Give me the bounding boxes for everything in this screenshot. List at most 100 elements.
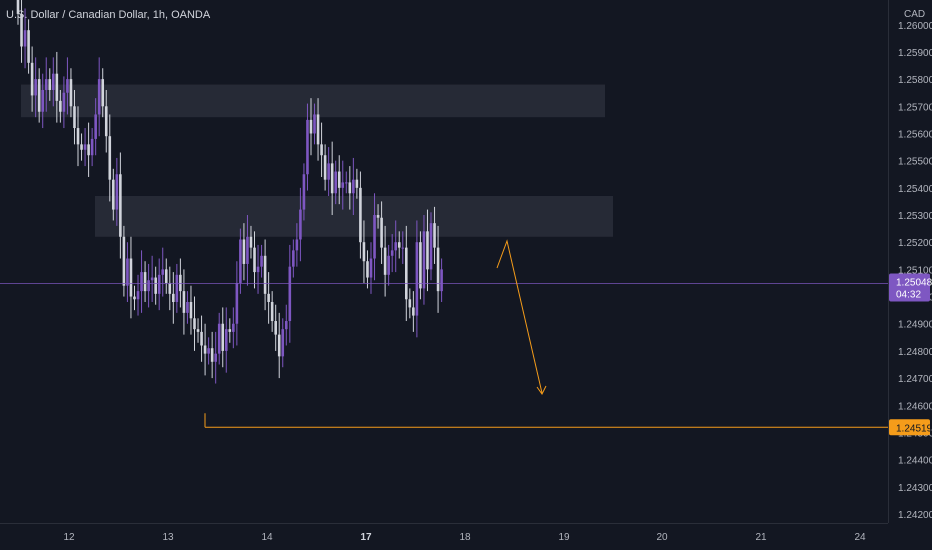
candle-body — [97, 79, 101, 115]
candle-body — [313, 114, 316, 134]
candle-body — [48, 79, 52, 90]
candle-body — [394, 242, 398, 251]
candle-body — [129, 258, 133, 297]
candle-body — [274, 321, 277, 335]
price-axis[interactable]: 1.242001.243001.244001.245001.246001.247… — [888, 0, 932, 550]
candle-body — [390, 250, 394, 256]
candle-body — [348, 182, 352, 194]
candle-body — [270, 301, 274, 322]
chart-title: U.S. Dollar / Canadian Dollar, 1h, OANDA — [6, 9, 211, 21]
candle-body — [352, 179, 355, 194]
candle-body — [30, 62, 34, 96]
candle-body — [309, 119, 313, 134]
candle-body — [182, 291, 186, 313]
candle-body — [168, 282, 172, 294]
candle-body — [320, 144, 323, 156]
projection-path — [496, 239, 543, 394]
price-tick-label: 1.24800 — [898, 347, 932, 358]
price-tick-label: 1.24600 — [898, 401, 932, 412]
candle-body — [344, 182, 348, 184]
candle-body — [316, 114, 320, 145]
candle-body — [249, 236, 253, 248]
candle-body — [62, 92, 66, 112]
candle-body — [295, 239, 299, 251]
candle-body — [196, 329, 200, 332]
candle-body — [281, 329, 285, 357]
candle-body — [147, 280, 150, 292]
candle-body — [302, 174, 306, 210]
price-tick-label: 1.25800 — [898, 75, 932, 86]
candle-body — [330, 163, 334, 194]
candle-body — [73, 106, 76, 129]
candle-body — [101, 79, 105, 107]
candle-body — [59, 100, 62, 112]
candle-body — [200, 331, 203, 346]
candle-body — [299, 209, 302, 240]
candle-body — [341, 182, 345, 188]
candle-body — [359, 187, 362, 243]
candle-body — [115, 174, 119, 210]
candle-body — [69, 79, 73, 107]
candle-body — [164, 269, 168, 283]
candle-body — [90, 138, 94, 156]
price-tick-label: 1.25200 — [898, 238, 932, 249]
candle-body — [239, 239, 242, 283]
candle-body — [20, 13, 23, 47]
candle-body — [380, 217, 383, 248]
candle-body — [104, 106, 108, 137]
candle-body — [284, 321, 288, 330]
candle-body — [355, 179, 359, 188]
time-tick-label: 14 — [261, 532, 273, 543]
candle-body — [150, 277, 154, 281]
candle-body — [253, 247, 256, 273]
candle-body — [408, 299, 412, 308]
candle-body — [405, 247, 408, 300]
candle-body — [140, 272, 143, 292]
candle-body — [232, 323, 235, 332]
time-tick-label: 24 — [854, 532, 866, 543]
candle-body — [440, 269, 443, 292]
candles-layer — [16, 0, 443, 384]
candle-body — [34, 79, 37, 96]
time-axis[interactable]: 12 13 14 17 18 19 20 21 24 — [0, 523, 888, 544]
candle-body — [263, 255, 267, 294]
candle-body — [80, 144, 83, 150]
time-tick-label: 20 — [656, 532, 668, 543]
candle-body — [119, 174, 122, 237]
candle-body — [256, 266, 260, 273]
time-tick-label: 21 — [755, 532, 767, 543]
candle-body — [228, 329, 232, 332]
candle-body — [66, 79, 69, 93]
candle-body — [387, 255, 390, 275]
candle-body — [154, 277, 157, 294]
price-tick-label: 1.25900 — [898, 48, 932, 59]
candle-body — [23, 30, 27, 47]
price-tick-label: 1.25400 — [898, 184, 932, 195]
candle-body — [136, 291, 140, 300]
price-tick-label: 1.24700 — [898, 374, 932, 385]
candle-body — [172, 293, 175, 302]
candle-body — [337, 171, 341, 188]
candle-body — [55, 73, 59, 101]
candle-body — [422, 231, 426, 289]
candle-body — [224, 329, 228, 351]
time-tick-label: 19 — [558, 532, 570, 543]
currency-label: CAD — [904, 9, 925, 20]
candle-body — [161, 269, 165, 275]
candle-body — [175, 274, 179, 302]
candle-body — [334, 171, 337, 194]
candle-body — [157, 274, 161, 294]
candle-body — [221, 323, 225, 351]
candle-body — [44, 79, 48, 90]
price-tick-label: 1.25600 — [898, 129, 932, 140]
target-price-value: 1.24519 — [896, 423, 932, 434]
candle-body — [373, 215, 376, 259]
price-tick-label: 1.25100 — [898, 265, 932, 276]
candle-body — [193, 318, 196, 330]
price-tick-label: 1.24300 — [898, 483, 932, 494]
candle-body — [52, 73, 55, 90]
candle-body — [126, 258, 129, 286]
candle-body — [94, 114, 97, 139]
candle-body — [369, 258, 373, 278]
